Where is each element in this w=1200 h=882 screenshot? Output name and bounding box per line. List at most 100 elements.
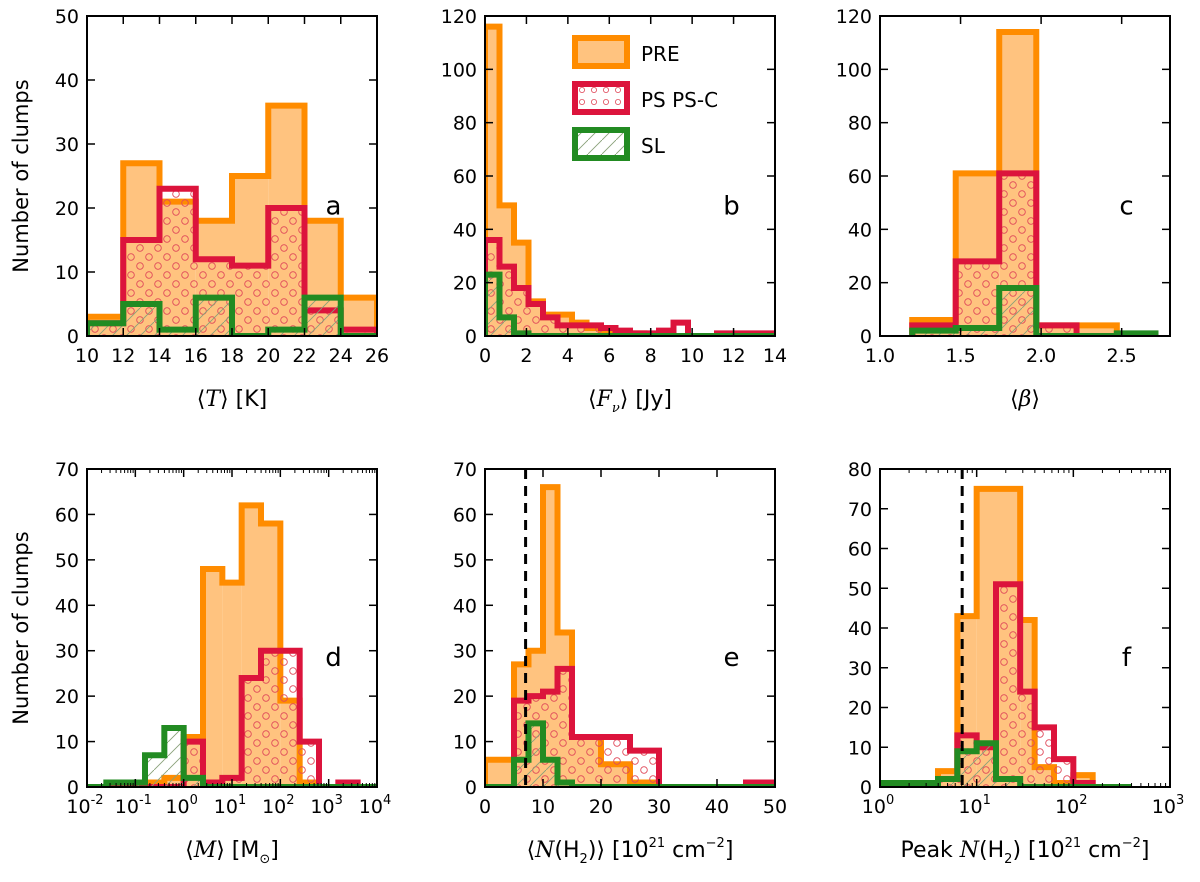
bar-ps-b-7 [586, 325, 601, 336]
bar-sl-f-5 [996, 779, 1021, 787]
plot-area-f [880, 469, 1132, 787]
ytick-label-f-2: 20 [848, 698, 872, 720]
ytick-label-f-4: 40 [848, 618, 872, 640]
bar-pre-c-4 [1076, 325, 1117, 336]
ytick-label-d-4: 40 [55, 595, 79, 617]
xtick-label-a-6: 22 [292, 345, 316, 367]
ytick-label-f-3: 30 [848, 658, 872, 680]
xtick-label-a-8: 26 [365, 345, 389, 367]
panel-letter-e: e [724, 643, 740, 673]
ytick-label-b-1: 20 [453, 273, 477, 295]
bar-ps-a-7 [340, 329, 377, 336]
xtick-label-e-1: 10 [531, 796, 555, 818]
ytick-label-d-3: 30 [55, 641, 79, 663]
bar-sl-f-4 [976, 743, 996, 787]
xtick-label-b-4: 8 [645, 345, 657, 367]
ytick-label-c-0: 0 [860, 326, 872, 348]
outline-pre-c [909, 29, 1156, 336]
xtick-label-b-5: 10 [680, 345, 704, 367]
xtick-label-a-3: 16 [184, 345, 208, 367]
panel-letter-b: b [723, 191, 740, 221]
xtick-label-a-2: 14 [147, 345, 171, 367]
bar-ps-e-7 [630, 750, 659, 787]
bar-ps-b-3 [528, 304, 543, 336]
series-sl-d [87, 724, 377, 787]
bar-sl-e-3 [543, 759, 558, 787]
legend-label-ps: PS PS-C [641, 88, 718, 112]
plot-area-e [485, 469, 775, 787]
xtick-label-f-0: 100 [862, 793, 894, 818]
legend-swatch-pattern-ps [578, 87, 624, 109]
xlabel-f: Peak N(H2) [1021 cm−2] [901, 836, 1150, 867]
bar-ps-d-10 [280, 650, 300, 787]
ylabel-a: Number of clumps [9, 79, 33, 272]
bar-sl-a-6 [304, 297, 341, 336]
ytick-label-b-6: 120 [441, 6, 477, 28]
bar-sl-a-3 [195, 297, 232, 336]
ytick-label-e-7: 70 [453, 459, 477, 481]
xtick-label-b-1: 2 [520, 345, 532, 367]
series-sl-c [909, 285, 1159, 336]
bar-ps-c-1 [955, 261, 1000, 336]
xtick-label-d-0: 10-2 [66, 793, 103, 818]
bar-ps-e-5 [572, 737, 601, 787]
ytick-label-f-7: 70 [848, 499, 872, 521]
xtick-label-c-0: 1.0 [865, 345, 895, 367]
bar-sl-d-5 [183, 777, 203, 787]
bar-ps-d-9 [261, 650, 281, 787]
ytick-label-b-4: 80 [453, 113, 477, 135]
xtick-label-b-7: 14 [763, 345, 787, 367]
ytick-label-c-3: 60 [848, 166, 872, 188]
xtick-label-e-5: 50 [763, 796, 787, 818]
panel-letter-a: a [326, 191, 342, 221]
ytick-label-e-1: 10 [453, 732, 477, 754]
ytick-label-b-0: 0 [465, 326, 477, 348]
legend: PRE PS PS-C SL [572, 35, 718, 161]
panel-b: 0 20 40 60 80 100 120 0 2 4 6 8 10 12 14 ⟨Fν⟩ [Jy] b [441, 6, 787, 416]
bar-sl-c-1 [955, 328, 1000, 336]
series-sl-b [485, 271, 775, 336]
ytick-label-a-4: 40 [55, 70, 79, 92]
bar-sl-d-3 [145, 755, 165, 787]
bar-sl-a-2 [159, 329, 196, 336]
bar-ps-b-8 [601, 328, 616, 336]
outline-ps-d [87, 647, 377, 787]
xtick-label-d-3: 101 [214, 793, 246, 818]
xtick-label-e-2: 20 [589, 796, 613, 818]
ytick-label-a-1: 10 [55, 262, 79, 284]
ytick-label-b-5: 100 [441, 59, 477, 81]
panel-d: 0 10 20 30 40 50 60 70 10-2 10-1 100 101 102 103 104 ⟨M… [9, 459, 391, 867]
ytick-label-b-3: 60 [453, 166, 477, 188]
xlabel-d: ⟨M⟩ [M⊙] [185, 838, 279, 867]
panel-letter-c: c [1119, 191, 1133, 221]
ytick-label-f-8: 80 [848, 459, 872, 481]
bar-sl-b-0 [485, 274, 500, 336]
ytick-label-e-5: 50 [453, 550, 477, 572]
bar-ps-e-4 [557, 668, 572, 787]
xtick-label-b-3: 6 [603, 345, 615, 367]
xtick-label-a-7: 24 [329, 345, 353, 367]
ytick-label-e-2: 20 [453, 686, 477, 708]
bar-sl-a-5 [268, 329, 305, 336]
bar-ps-b-4 [543, 317, 558, 336]
ytick-label-d-7: 70 [55, 459, 79, 481]
xtick-label-c-1: 1.5 [945, 345, 975, 367]
plot-area-c [909, 29, 1159, 336]
panel-letter-f: f [1122, 643, 1132, 673]
bar-sl-a-1 [123, 304, 160, 336]
panel-e: 0 10 20 30 40 50 60 70 0 10 20 30 40 50 ⟨N(H2)⟩ [1021 … [453, 459, 787, 867]
ytick-label-e-4: 40 [453, 595, 477, 617]
ytick-label-d-5: 50 [55, 550, 79, 572]
xlabel-b: ⟨Fν⟩ [Jy] [588, 387, 672, 416]
xlabel-e: ⟨N(H2)⟩ [1021 cm−2] [527, 836, 734, 867]
xtick-label-d-2: 100 [165, 793, 197, 818]
ytick-label-a-5: 50 [55, 6, 79, 28]
ytick-label-f-5: 50 [848, 578, 872, 600]
bar-pre-d-7 [222, 582, 242, 787]
xtick-label-f-1: 101 [958, 793, 990, 818]
bar-sl-d-4 [164, 727, 184, 787]
bar-ps-f-8 [1054, 759, 1074, 787]
